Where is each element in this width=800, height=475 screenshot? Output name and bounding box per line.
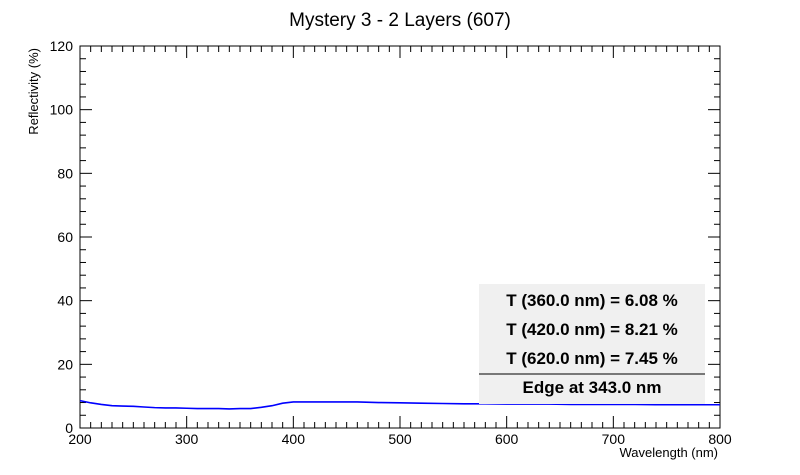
- axis-ticks: [79, 45, 721, 429]
- x-tick-label: 800: [708, 431, 732, 447]
- stats-box-background: [479, 284, 705, 404]
- y-tick-label: 20: [57, 356, 73, 372]
- x-tick-label: 500: [388, 431, 412, 447]
- x-tick-label: 300: [175, 431, 199, 447]
- stats-edge-line: Edge at 343.0 nm: [523, 378, 662, 397]
- x-tick-label: 600: [495, 431, 519, 447]
- y-tick-label: 80: [57, 165, 73, 181]
- stats-line-2: T (420.0 nm) = 8.21 %: [506, 320, 678, 339]
- y-tick-label: 100: [50, 102, 74, 118]
- y-tick-label: 0: [65, 420, 73, 436]
- x-tick-label: 700: [602, 431, 626, 447]
- stats-box: T (360.0 nm) = 6.08 % T (420.0 nm) = 8.2…: [479, 284, 705, 404]
- reflectivity-series-line: [79, 399, 720, 410]
- y-tick-label: 60: [57, 229, 73, 245]
- tick-labels: 200 300 400 500 600 700 800 0 20 40 60 80 100 120: [50, 38, 732, 447]
- y-tick-label: 40: [57, 293, 73, 309]
- y-tick-label: 120: [50, 38, 74, 54]
- chart-title: Mystery 3 - 2 Layers (607): [289, 10, 511, 31]
- stats-line-1: T (360.0 nm) = 6.08 %: [506, 291, 678, 310]
- stats-line-3: T (620.0 nm) = 7.45 %: [506, 349, 678, 368]
- y-axis-label: Reflectivity (%): [26, 48, 41, 135]
- x-axis-label: Wavelength (nm): [620, 445, 719, 460]
- x-tick-label: 400: [282, 431, 306, 447]
- x-tick-label: 200: [68, 431, 92, 447]
